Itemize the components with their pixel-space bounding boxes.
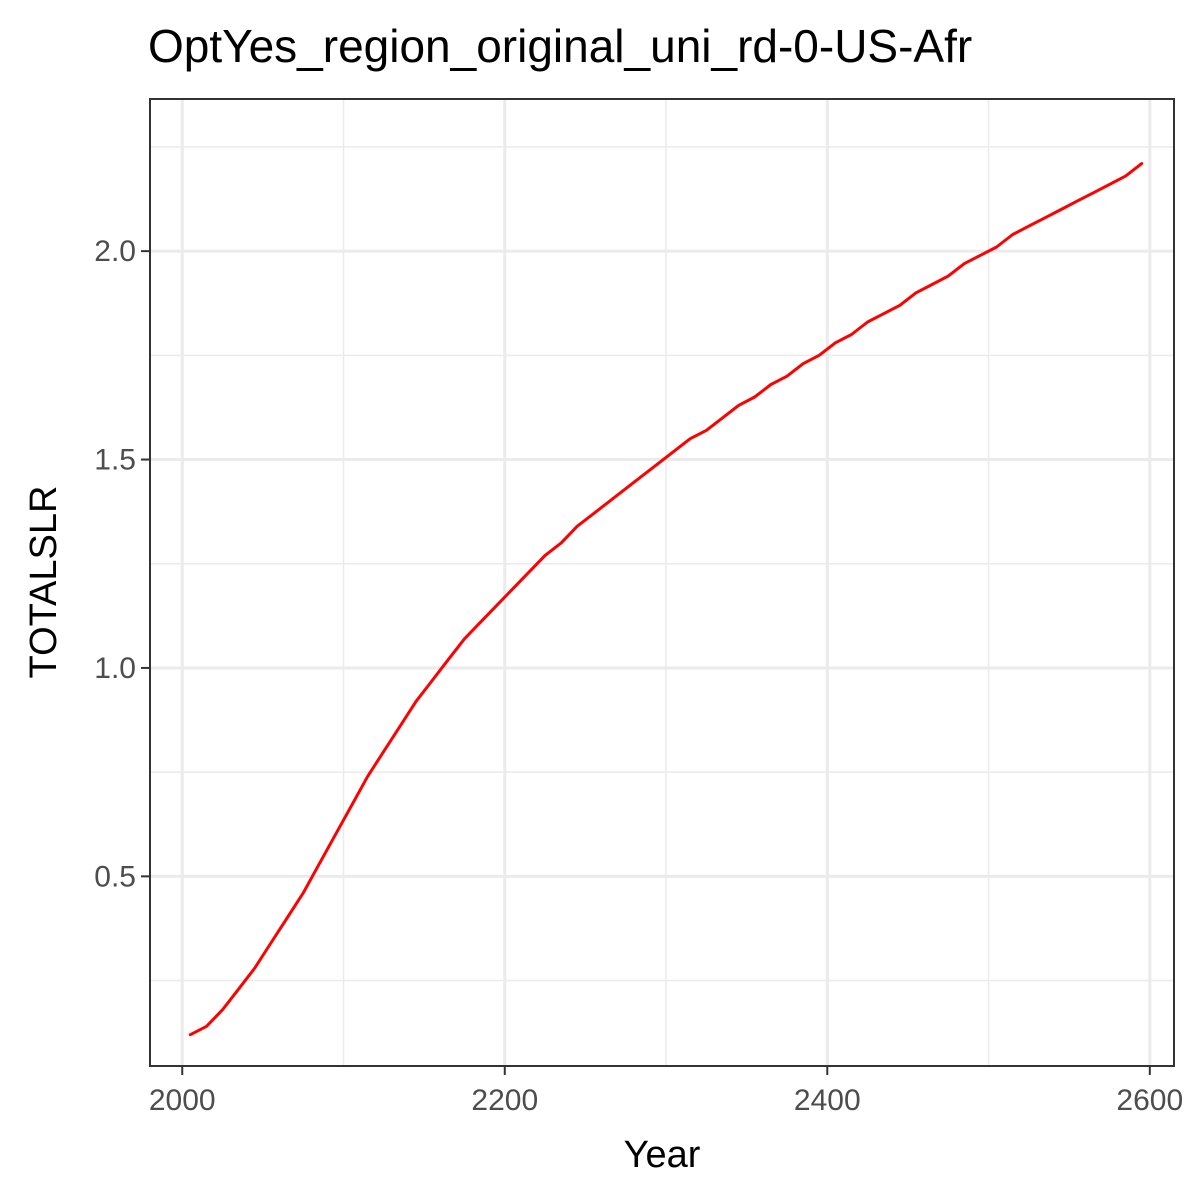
axis-ticks: 2000 2200 2400 2600 0.5 1.0 1.5 2.0 — [94, 235, 1183, 1117]
chart-title: OptYes_region_original_uni_rd-0-US-Afr — [148, 20, 972, 72]
y-axis-title: TOTALSLR — [23, 486, 65, 679]
y-tick-label: 1.0 — [94, 652, 136, 685]
x-axis-title: Year — [624, 1134, 701, 1176]
x-tick-label: 2600 — [1116, 1084, 1183, 1117]
x-tick-label: 2000 — [149, 1084, 216, 1117]
panel-border — [149, 98, 1175, 1067]
y-tick-label: 1.5 — [94, 444, 136, 477]
y-tick-label: 2.0 — [94, 235, 136, 268]
y-tick-label: 0.5 — [94, 860, 136, 893]
series-layer — [188, 162, 1144, 1037]
series-line — [188, 162, 1144, 1037]
x-tick-label: 2200 — [471, 1084, 538, 1117]
x-tick-label: 2400 — [794, 1084, 861, 1117]
grid — [150, 99, 1174, 1066]
